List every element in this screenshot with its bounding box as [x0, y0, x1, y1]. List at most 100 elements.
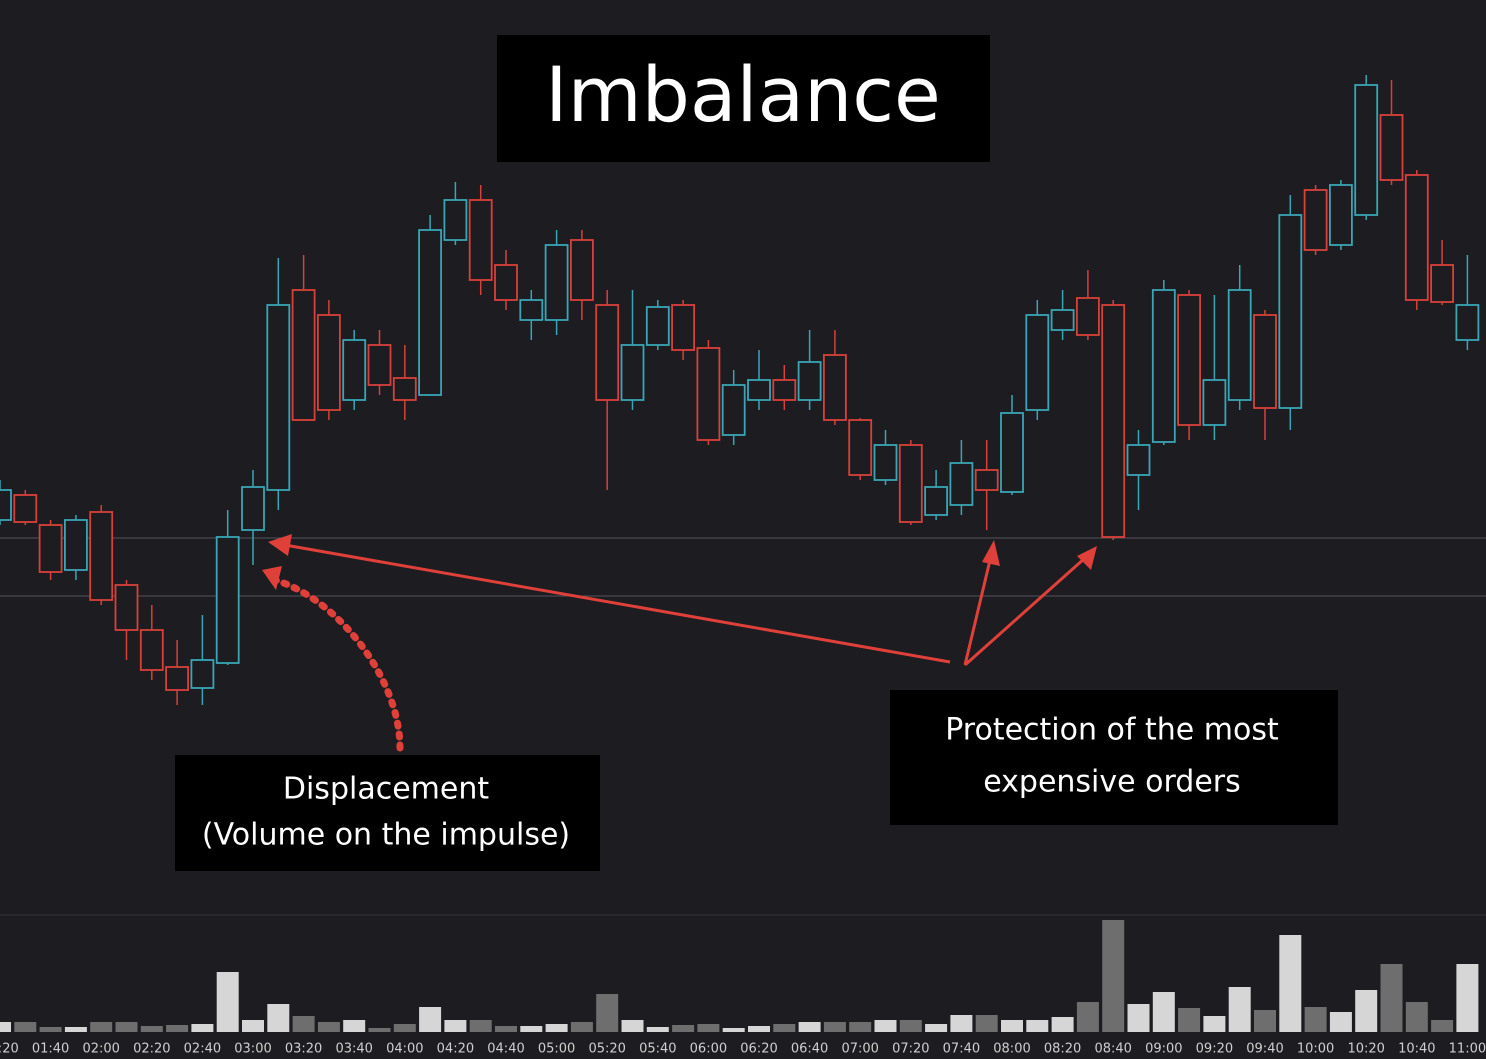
arrowhead — [982, 540, 1000, 566]
candles — [0, 75, 1486, 705]
candle-body — [190, 659, 215, 689]
volume-bar — [393, 1024, 416, 1032]
volume-bar — [697, 1024, 720, 1032]
volume-bar — [1380, 964, 1403, 1032]
candle-body — [468, 199, 493, 281]
volume-bar — [748, 1026, 770, 1032]
candle-body — [1000, 412, 1024, 493]
candle-body — [544, 244, 569, 321]
x-tick-label: 08:00 — [993, 1042, 1030, 1057]
candle-body — [1404, 174, 1429, 301]
candle-body — [367, 344, 392, 386]
candle-body — [38, 524, 63, 573]
arrow — [963, 555, 993, 666]
dotted-arrow — [271, 576, 404, 752]
x-tick-label: 01:20 — [0, 1042, 19, 1057]
candle-body — [1050, 309, 1075, 331]
candle-body — [1076, 297, 1100, 336]
volume-bar — [216, 972, 239, 1032]
volume-bar — [722, 1028, 745, 1032]
x-tick-label: 06:00 — [690, 1042, 727, 1057]
volume-bar — [1076, 1002, 1099, 1032]
volume-bar — [64, 1027, 87, 1032]
volume-bar — [1051, 1017, 1074, 1032]
volume-bar — [925, 1024, 948, 1032]
x-tick-label: 02:00 — [82, 1042, 119, 1057]
x-tick-label: 05:20 — [588, 1042, 625, 1057]
candle-body — [1177, 294, 1201, 426]
x-tick-label: 04:40 — [487, 1042, 524, 1057]
x-tick-label: 09:20 — [1196, 1042, 1233, 1057]
volume-bar — [1456, 964, 1479, 1032]
candle-body — [418, 229, 443, 396]
candle-body — [1025, 314, 1050, 411]
volume-bar — [191, 1024, 214, 1032]
volume-bar — [90, 1022, 113, 1032]
volume-bar — [1001, 1020, 1023, 1032]
volume-bar — [798, 1022, 821, 1032]
volume-bar — [419, 1007, 442, 1032]
candle-body — [974, 469, 999, 491]
volume-bar — [672, 1025, 695, 1032]
volume-bar — [166, 1025, 189, 1032]
candle-body — [873, 444, 898, 481]
volume-bar — [343, 1020, 366, 1032]
candle-body — [645, 306, 670, 346]
volume-bar — [1329, 1012, 1352, 1032]
arrowhead — [262, 566, 282, 590]
volume-bar — [1254, 1010, 1276, 1032]
candle-body — [1354, 84, 1379, 216]
volume-bar — [14, 1022, 37, 1032]
volume-bar — [545, 1024, 568, 1032]
volume-bar — [1102, 920, 1125, 1032]
annotation: (Volume on the impulse) — [202, 818, 570, 853]
x-tick-label: 05:40 — [639, 1042, 676, 1057]
candle-body — [241, 486, 265, 531]
volume-bar — [975, 1015, 998, 1032]
candle-body — [1227, 289, 1252, 401]
candle-body — [13, 494, 38, 523]
candle-body — [1303, 189, 1328, 251]
arrowhead — [268, 534, 292, 556]
candle-body — [898, 444, 923, 523]
candle-body — [595, 304, 620, 401]
volume-bar — [520, 1026, 543, 1032]
title-box — [497, 35, 990, 162]
volume-bar — [1152, 992, 1175, 1032]
volume-bar — [1405, 1002, 1428, 1032]
x-tick-label: 02:20 — [133, 1042, 170, 1057]
volume-bar — [1178, 1008, 1201, 1032]
volume-bar — [39, 1027, 62, 1032]
volume-bar — [115, 1022, 138, 1032]
volume-bar — [317, 1022, 340, 1032]
volume-bar — [849, 1022, 872, 1032]
volume-bar — [1304, 1007, 1327, 1032]
volume-bar — [242, 1020, 264, 1032]
x-tick-label: 03:40 — [335, 1042, 372, 1057]
candle-body — [114, 584, 139, 631]
volume-bar — [621, 1020, 644, 1032]
x-tick-label: 07:00 — [841, 1042, 878, 1057]
candle-body — [696, 347, 721, 441]
candle-body — [1329, 184, 1353, 246]
candle-body — [721, 384, 746, 436]
x-tick-label: 04:20 — [437, 1042, 474, 1057]
volume-bar — [1203, 1016, 1226, 1032]
candle-body — [924, 486, 948, 516]
candle-body — [1379, 114, 1404, 181]
candle-body — [89, 511, 114, 601]
x-tick-label: 08:20 — [1044, 1042, 1081, 1057]
volume-bar — [0, 1022, 11, 1032]
candle-body — [797, 361, 822, 401]
volume-bar — [1127, 1004, 1150, 1032]
candle-body — [1430, 264, 1454, 303]
annotation-box — [175, 755, 600, 871]
candle-body — [165, 666, 190, 691]
volume-bar — [596, 994, 619, 1032]
annotation: expensive orders — [983, 765, 1241, 800]
x-tick-label: 07:40 — [943, 1042, 980, 1057]
volume-bar — [950, 1015, 973, 1032]
volume-bar — [899, 1020, 922, 1032]
candle-body — [316, 314, 341, 411]
